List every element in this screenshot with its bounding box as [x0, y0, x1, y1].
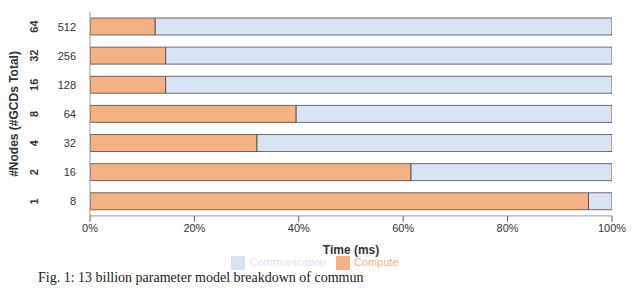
svg-text:1: 1 [28, 198, 40, 204]
svg-text:20%: 20% [183, 222, 205, 234]
svg-text:256: 256 [58, 50, 76, 62]
svg-text:100%: 100% [598, 222, 626, 234]
svg-text:80%: 80% [497, 222, 519, 234]
svg-text:60%: 60% [392, 222, 414, 234]
svg-text:2: 2 [28, 169, 40, 175]
svg-text:32: 32 [64, 137, 76, 149]
html-text:Compute: Compute [353, 255, 399, 268]
svg-text:32: 32 [28, 50, 40, 62]
svg-text:8: 8 [28, 111, 40, 117]
svg-text:Time (ms): Time (ms) [323, 243, 379, 257]
svg-text:64: 64 [64, 108, 76, 120]
svg-text:128: 128 [58, 79, 76, 91]
svg-text:8: 8 [70, 195, 76, 207]
svg-text:16: 16 [28, 79, 40, 91]
html-text:Fig. 1: 13 billion parameter m: Fig. 1: 13 billion parameter model break… [38, 270, 364, 285]
svg-text:64: 64 [28, 20, 40, 33]
svg-text:#Nodes (#GCDs Total): #Nodes (#GCDs Total) [8, 51, 21, 177]
svg-text:0%: 0% [82, 222, 98, 234]
svg-text:40%: 40% [288, 222, 310, 234]
html-text:Communication: Communication [249, 255, 326, 268]
svg-text:512: 512 [58, 21, 76, 33]
svg-text:4: 4 [28, 139, 40, 146]
svg-text:16: 16 [64, 166, 76, 178]
